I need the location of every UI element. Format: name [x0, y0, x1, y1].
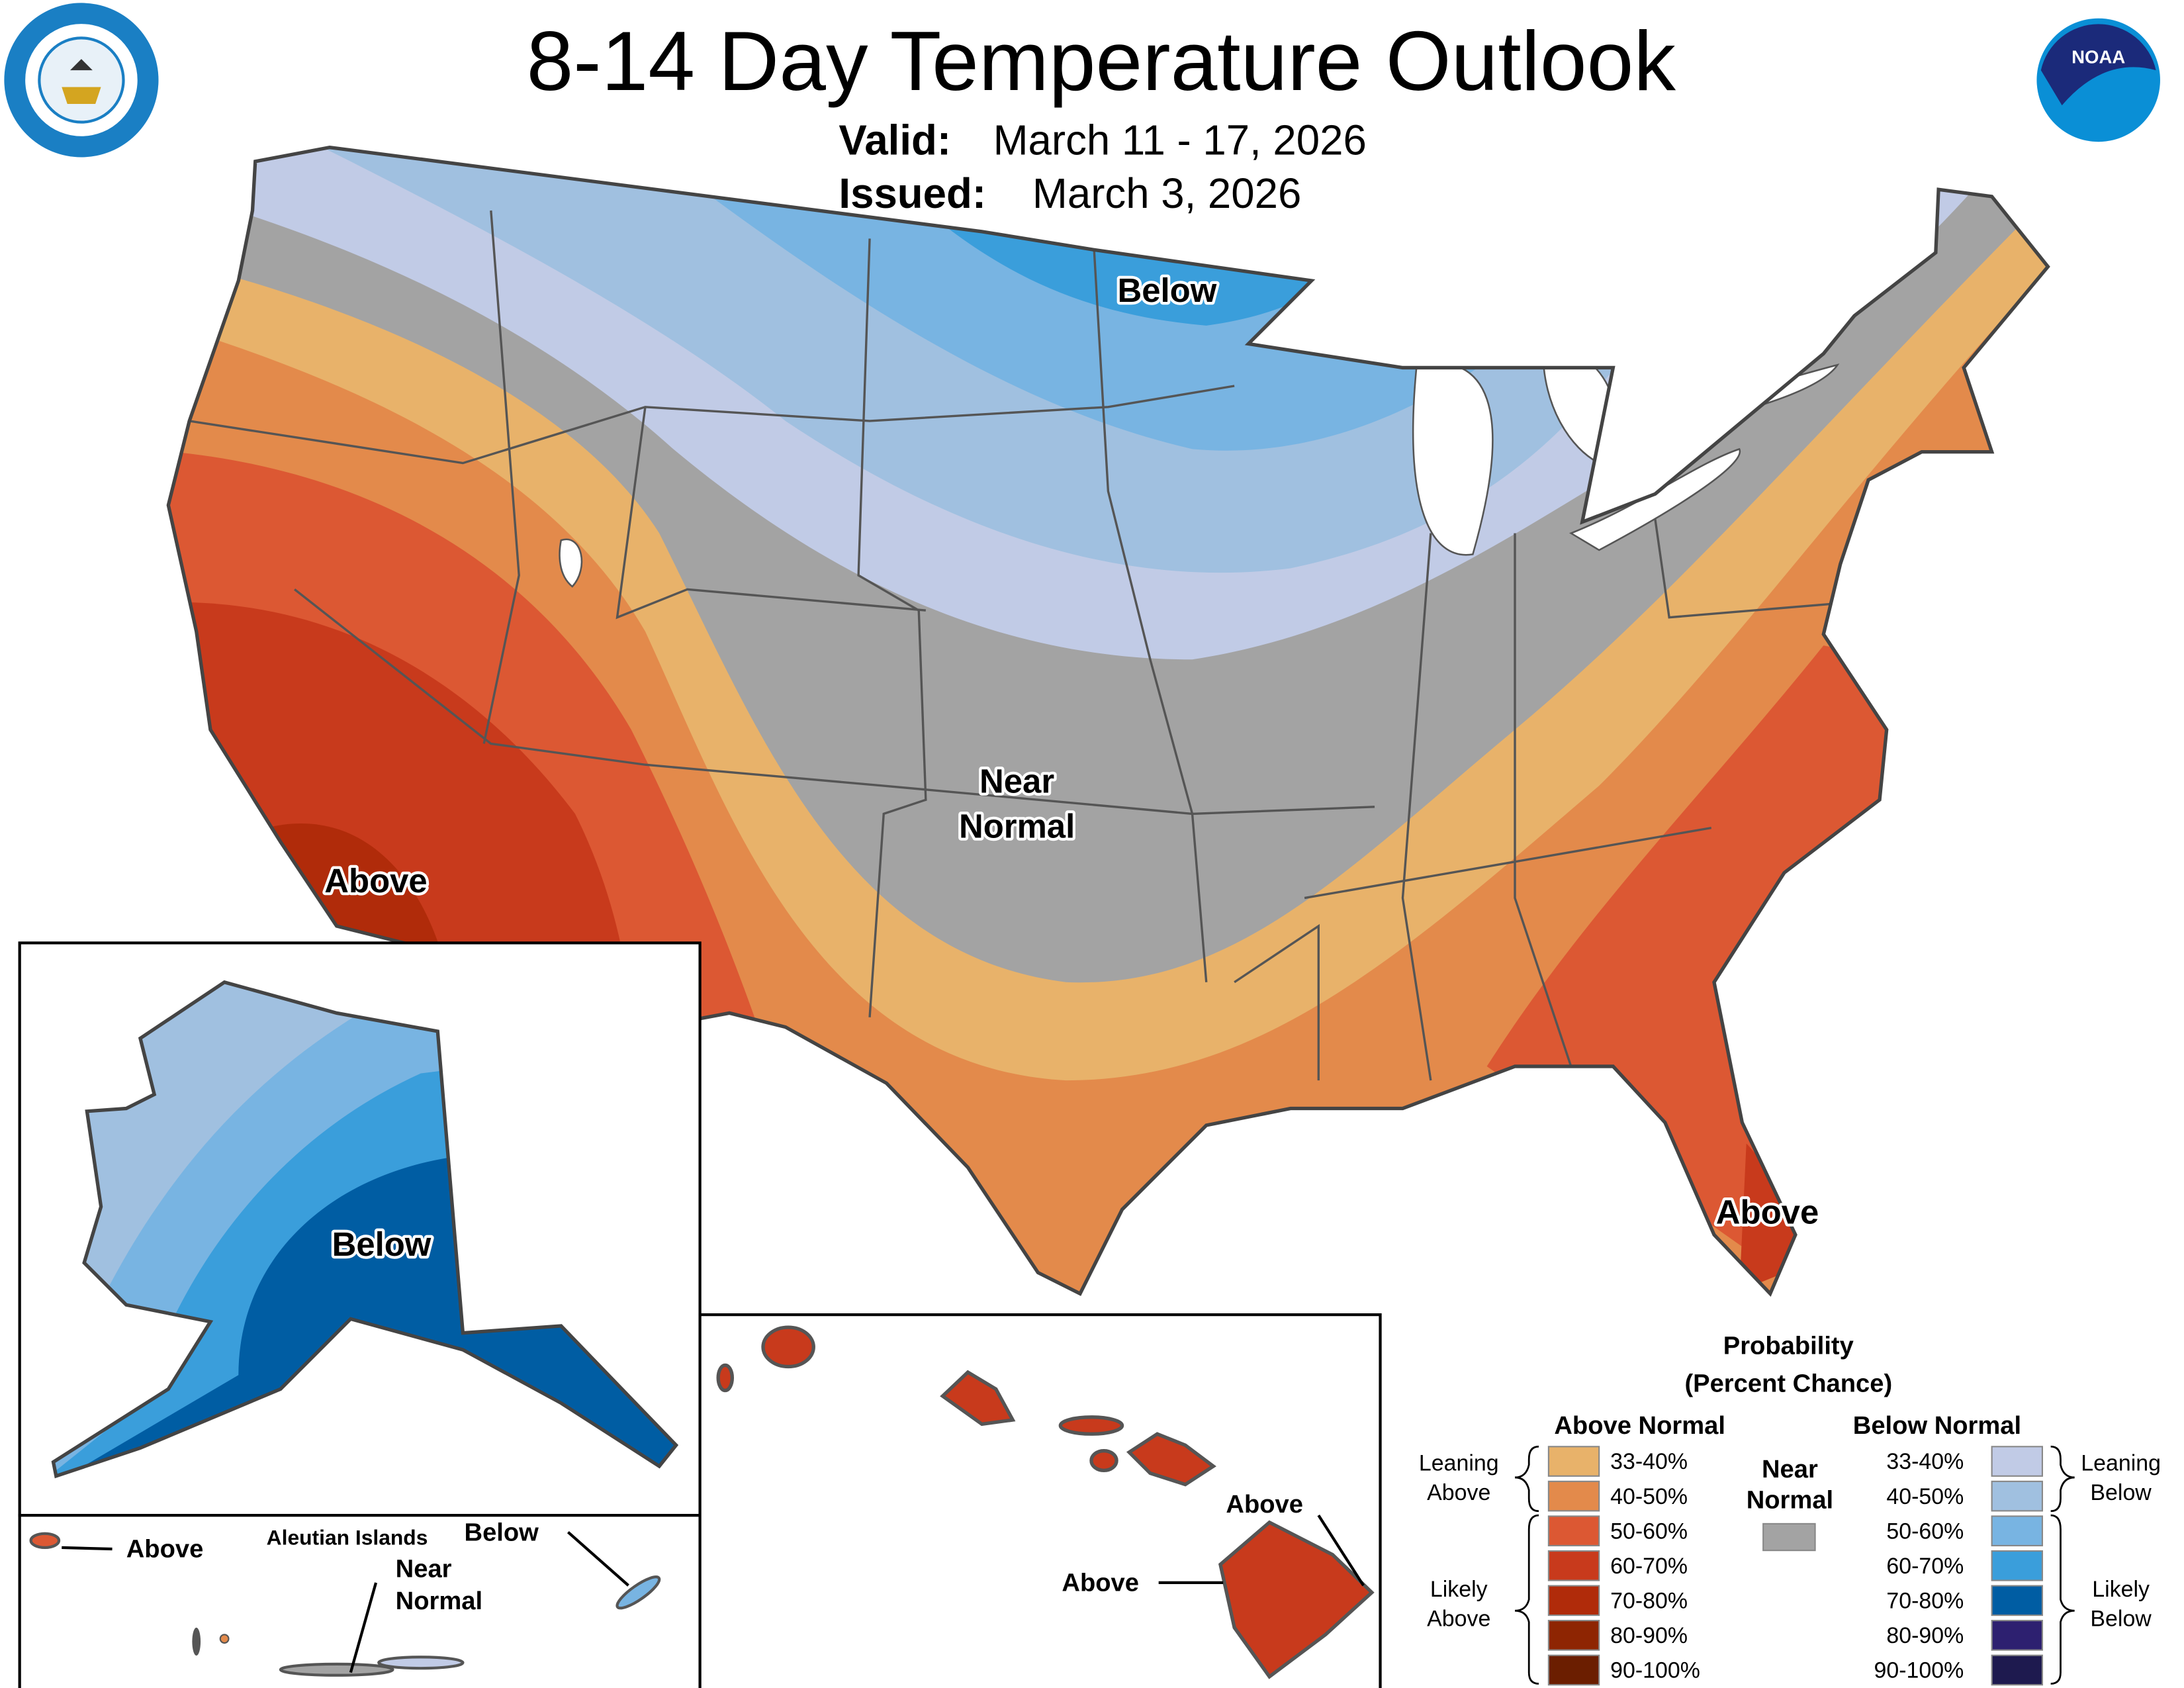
legend-braces: [1514, 1445, 2075, 1685]
aleutian-islands: [29, 1532, 661, 1677]
label-aleutian-above: Above: [126, 1535, 204, 1564]
alaska-outline: [51, 980, 679, 1479]
aleutian-inset-frame: [18, 1514, 702, 1688]
label-aleutian-title: Aleutian Islands: [267, 1526, 428, 1550]
state-boundaries: [189, 210, 1838, 1081]
legend-leaning-below-1: Leaning: [2081, 1450, 2161, 1476]
label-aleutian-near-2: Normal: [396, 1587, 482, 1615]
legend-swatch-below-6: [1991, 1654, 2043, 1686]
legend-range-below-6: 90-100%: [1874, 1658, 1964, 1683]
legend-swatch-above-2: [1547, 1515, 1600, 1547]
legend-swatch-above-5: [1547, 1620, 1600, 1651]
legend-range-above-1: 40-50%: [1610, 1484, 1688, 1509]
legend-range-below-1: 40-50%: [1886, 1484, 1964, 1509]
label-hawaii-above-2: Above: [1062, 1569, 1139, 1597]
valid-label: Valid:: [839, 117, 951, 164]
label-conus-above-west: Above: [324, 862, 427, 900]
doc-seal-logo: [4, 3, 159, 158]
label-conus-above-florida: Above: [1716, 1193, 1819, 1231]
legend: Probability (Percent Chance) Above Norma…: [1419, 1331, 2161, 1686]
legend-swatch-below-0: [1991, 1446, 2043, 1477]
label-aleutian-below: Below: [465, 1518, 539, 1546]
valid-date: March 11 - 17, 2026: [993, 117, 1367, 164]
legend-range-below-0: 33-40%: [1886, 1449, 1964, 1474]
hawaii-islands: [716, 1325, 1375, 1679]
legend-near-1: Near: [1762, 1455, 1818, 1483]
legend-likely-above-2: Above: [1427, 1607, 1490, 1632]
legend-range-above-4: 70-80%: [1610, 1588, 1688, 1613]
legend-swatch-above-1: [1547, 1480, 1600, 1512]
label-hawaii-above-1: Above: [1226, 1490, 1303, 1519]
legend-swatch-below-1: [1991, 1480, 2043, 1512]
legend-leaning-above-2: Above: [1427, 1480, 1490, 1505]
legend-swatch-below-5: [1991, 1620, 2043, 1651]
legend-range-above-0: 33-40%: [1610, 1449, 1688, 1474]
page-title: 8-14 Day Temperature Outlook: [527, 14, 1676, 108]
legend-title-1: Probability: [1723, 1331, 1854, 1360]
label-conus-below: Below: [1118, 271, 1217, 309]
legend-range-below-3: 60-70%: [1886, 1554, 1964, 1579]
legend-range-below-5: 80-90%: [1886, 1623, 1964, 1648]
legend-range-above-2: 50-60%: [1610, 1519, 1688, 1544]
legend-leaning-above-1: Leaning: [1419, 1450, 1499, 1476]
legend-range-above-3: 60-70%: [1610, 1554, 1688, 1579]
legend-swatch-above-3: [1547, 1550, 1600, 1581]
legend-swatch-above-4: [1547, 1585, 1600, 1617]
legend-above-header: Above Normal: [1554, 1411, 1725, 1440]
legend-swatch-below-4: [1991, 1585, 2043, 1617]
legend-below-header: Below Normal: [1853, 1411, 2021, 1440]
legend-swatch-below-2: [1991, 1515, 2043, 1547]
legend-swatch-below-3: [1991, 1550, 2043, 1581]
legend-swatch-above-6: [1547, 1654, 1600, 1686]
legend-swatch-near-normal: [1762, 1523, 1816, 1552]
legend-range-above-6: 90-100%: [1610, 1658, 1700, 1683]
legend-near-2: Normal: [1747, 1486, 1833, 1515]
legend-likely-below-1: Likely: [2092, 1577, 2150, 1602]
legend-likely-above-1: Likely: [1430, 1577, 1488, 1602]
label-aleutian-near-1: Near: [396, 1554, 452, 1583]
issued-date: March 3, 2026: [1032, 170, 1301, 217]
label-alaska-below: Below: [332, 1225, 432, 1263]
legend-likely-below-2: Below: [2090, 1607, 2152, 1632]
label-conus-near-1: Near: [979, 763, 1054, 800]
noaa-logo: NOAA: [2036, 18, 2160, 142]
legend-swatch-above-0: [1547, 1446, 1600, 1477]
issued-label: Issued:: [839, 170, 986, 217]
noaa-logo-text: NOAA: [2071, 47, 2125, 68]
legend-range-below-4: 70-80%: [1886, 1588, 1964, 1613]
legend-range-above-5: 80-90%: [1610, 1623, 1688, 1648]
label-conus-near-2: Normal: [959, 807, 1075, 845]
legend-leaning-below-2: Below: [2090, 1480, 2152, 1505]
legend-title-2: (Percent Chance): [1684, 1370, 1892, 1398]
legend-range-below-2: 50-60%: [1886, 1519, 1964, 1544]
